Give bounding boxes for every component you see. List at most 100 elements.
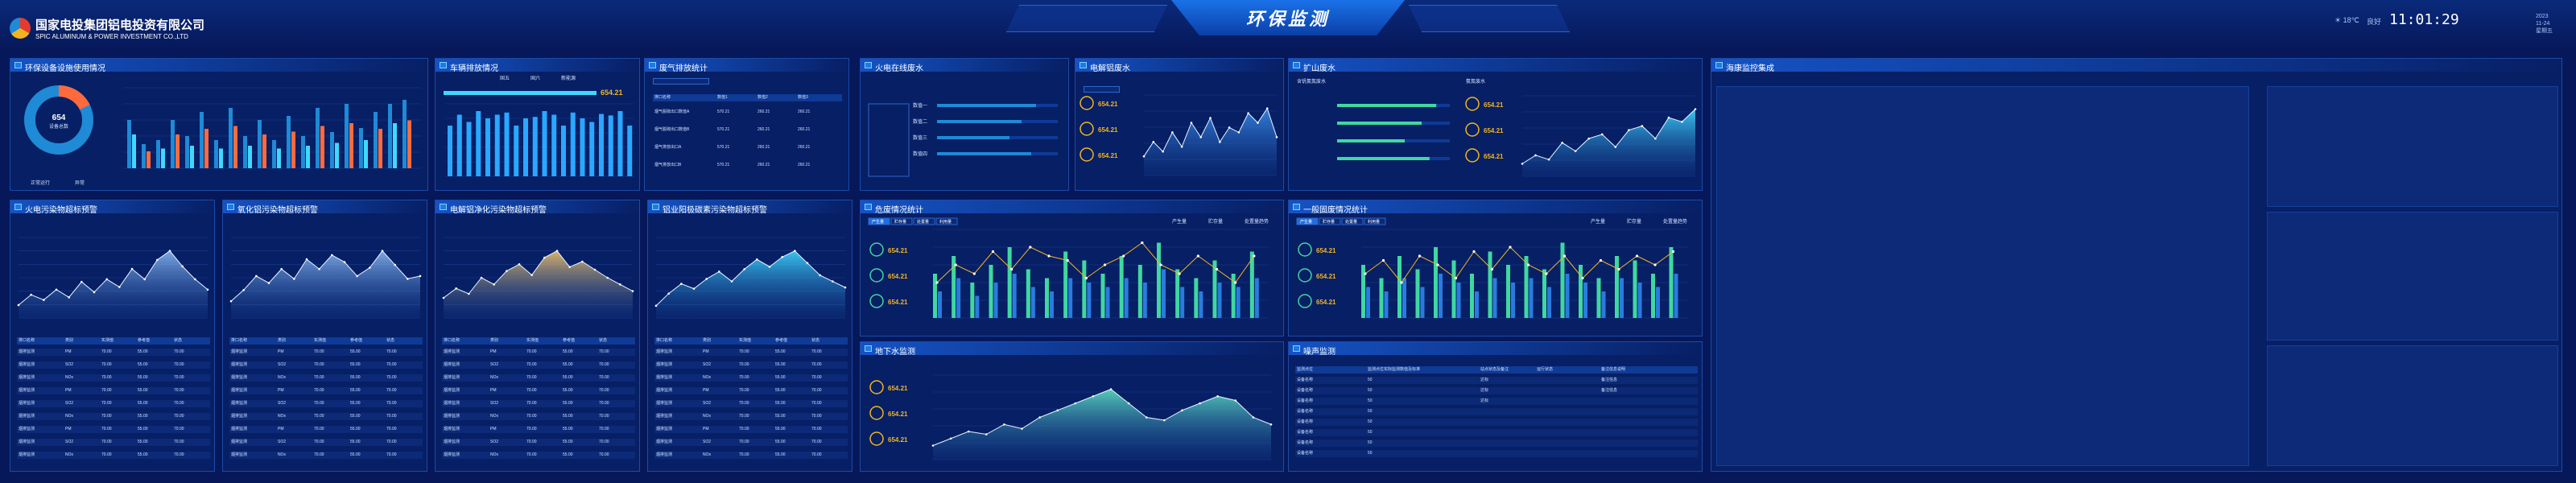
table-header: 排口名称 数值1 数值2 数值3 (653, 94, 842, 101)
data-point (206, 288, 209, 291)
table-cell: PM (65, 427, 72, 431)
panel-title: 电解铝净化污染物超标预警 (450, 206, 547, 215)
table-row: 烟排监测 NOx 70.00 55.00 70.00 (654, 413, 848, 420)
panel-icon (1293, 204, 1300, 210)
table-cell: 55.00 (350, 401, 361, 406)
data-point (143, 278, 146, 281)
trend-point (1581, 276, 1584, 280)
bar-b (1511, 283, 1515, 318)
panel-title: 废气排放统计 (659, 64, 708, 73)
trend-point (1084, 276, 1088, 280)
data-point (305, 258, 308, 261)
bar-b (1142, 283, 1147, 318)
kpi-value: 654.21 (1098, 152, 1118, 159)
bar-b (1180, 287, 1185, 318)
video-side-3[interactable] (2267, 345, 2558, 466)
bar-normal (142, 144, 146, 168)
table-cell: 70.00 (526, 362, 537, 367)
table-cell: 类别 (278, 338, 287, 343)
bar-a (1669, 247, 1674, 318)
tab-label: 贮存量 (894, 219, 906, 225)
data-point (667, 292, 670, 295)
panel-al-water: 电解铝废水 654.21 654.21 654.21 (1075, 58, 1284, 191)
bar (561, 126, 566, 176)
table-cell: 70.00 (174, 362, 184, 367)
bar (580, 118, 585, 176)
company-logo: 国家电投集团铝电投资有限公司 SPIC ALUMINUM & POWER INV… (10, 16, 204, 40)
bar-b (1236, 287, 1241, 318)
table-row: 烟排监测 NOx 70.00 55.00 70.00 (442, 452, 635, 459)
table-cell: 55.00 (775, 375, 786, 380)
table-cell: 70.00 (811, 388, 822, 393)
trend-point (1526, 263, 1530, 266)
panel-title: 环保设备设施使用情况 (25, 64, 105, 73)
bar-a (1579, 265, 1583, 318)
data-point (1534, 154, 1537, 157)
video-main[interactable] (1716, 86, 2249, 466)
bar-a (1175, 269, 1180, 318)
table-cell: 50 (1368, 378, 1373, 382)
trend-point (1047, 254, 1051, 258)
video-side-2[interactable] (2267, 212, 2558, 341)
data-point (1521, 163, 1524, 165)
data-point (331, 254, 333, 257)
table-cell: 70.00 (386, 401, 397, 406)
bar-label: 数值一 (913, 102, 927, 109)
table-cell: NOx (278, 375, 286, 380)
table-row: 烟排监测 SO2 70.00 55.00 70.00 (17, 400, 210, 407)
video-side-1[interactable] (2267, 86, 2558, 207)
table-cell: 监测点位 (1297, 367, 1314, 372)
table-cell: 监测点位实际监测数值及标准 (1368, 367, 1421, 372)
data-point (55, 288, 58, 291)
table-cell: 烟排监测 (656, 427, 673, 431)
data-point (369, 266, 371, 269)
tab-label: 利用量 (1368, 219, 1380, 225)
trend-point (1490, 267, 1494, 271)
sub-panel (868, 103, 910, 177)
table-cell: 70.00 (739, 452, 749, 457)
exhaust-filter-select[interactable] (653, 78, 709, 85)
table-cell: 260.21 (798, 109, 811, 114)
table-cell: 70.00 (599, 375, 609, 380)
kpi-value: 654.21 (888, 299, 908, 306)
table-cell: SO2 (278, 401, 287, 406)
bar-label: 数值四 (913, 151, 927, 157)
panel-title: 火电污染物超标预警 (25, 206, 97, 215)
table-cell: 55.00 (775, 401, 786, 406)
table-cell: 烟排监测 (444, 440, 460, 444)
trend-line (1364, 246, 1674, 283)
q2-chart (442, 237, 634, 319)
table-cell: NOx (703, 452, 711, 457)
table-cell: 570.21 (717, 127, 730, 132)
bar (551, 114, 557, 176)
table-cell: 260.21 (758, 127, 770, 132)
table-cell: 设备名称 (1297, 388, 1314, 393)
al-water-select[interactable] (1084, 86, 1120, 93)
data-point (130, 267, 134, 270)
al-water-chart: 654.21 654.21 654.21 (1080, 94, 1278, 176)
data-point (1247, 112, 1249, 114)
legend-text: 正常运行 (31, 180, 50, 186)
bar-abnormal (306, 146, 310, 168)
data-point (118, 286, 121, 288)
table-cell: 260.21 (758, 163, 770, 167)
bar-abnormal (349, 123, 353, 168)
table-cell: 70.00 (599, 427, 609, 431)
kpi-ring-icon (1465, 122, 1480, 137)
trend-point (1418, 254, 1422, 258)
trend-point (1103, 263, 1107, 266)
table-cell: 设备名称 (1297, 430, 1314, 435)
progress-bar (444, 91, 597, 95)
bar-fill (937, 152, 1031, 155)
data-point (1021, 427, 1023, 430)
q3-table: 排口名称 类别 实测值 参考值 状态 烟排监测 PM 70.00 55.00 70.00 烟排监测 S… (654, 337, 848, 466)
bar (599, 114, 604, 176)
panel-exhaust: 废气排放统计 排口名称 数值1 数值2 数值3 烟气脱硫出口数值A 570.21 260.2… (644, 58, 849, 191)
table-row: 烟排监测 NOx 70.00 55.00 70.00 (654, 374, 848, 382)
bar-b (1199, 291, 1203, 318)
bar-abnormal (175, 134, 180, 168)
trend-point (1010, 267, 1013, 271)
table-row: 烟排监测 SO2 70.00 55.00 70.00 (442, 439, 635, 446)
tab-label: 产生量 (1300, 219, 1312, 225)
table-cell: 设备名称 (1297, 398, 1314, 403)
